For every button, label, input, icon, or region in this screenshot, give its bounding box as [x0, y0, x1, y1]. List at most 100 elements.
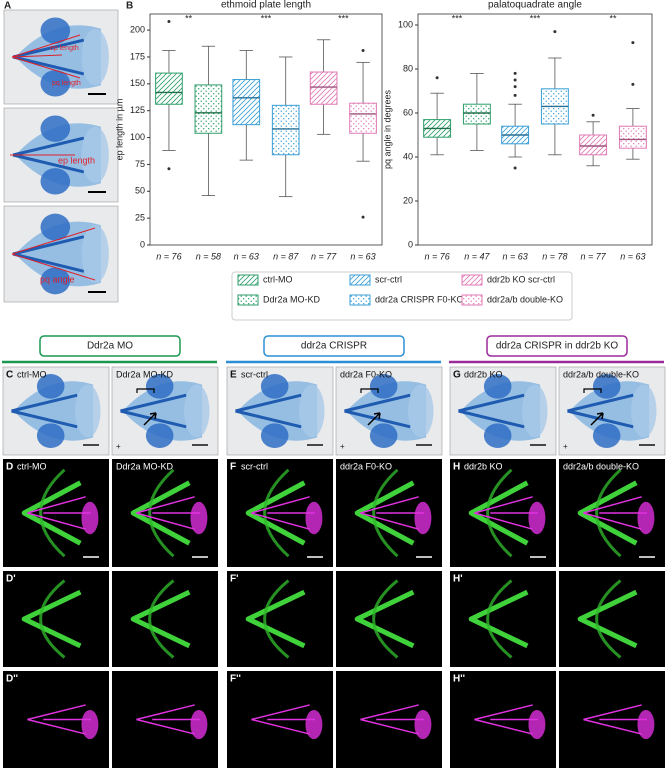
micrograph-tissue: [408, 384, 434, 438]
micrograph-tissue: [184, 384, 210, 438]
fluorescence-blob: [528, 709, 546, 740]
micrograph-eye: [369, 374, 398, 399]
outlier: [361, 215, 365, 219]
micrograph-pq: [458, 393, 525, 429]
group-header: [263, 335, 405, 357]
legend-label: ddr2b KO scr-ctrl: [487, 274, 555, 284]
chart-title: ethmoid plate length: [221, 0, 311, 11]
bracket: [583, 388, 602, 393]
fluorescence-bg: [112, 571, 218, 667]
legend-swatch: [237, 274, 259, 286]
y-tick-label: 0: [140, 239, 145, 249]
measure-line: [11, 34, 81, 79]
significance: **: [609, 13, 617, 23]
y-tick-label: 100: [130, 132, 145, 142]
n-label: n = 77: [580, 251, 606, 261]
measure-label: ep length: [58, 155, 95, 165]
y-tick-label: 50: [135, 186, 145, 196]
panel-a-image-pq: [12, 136, 85, 174]
measure-label: pq length: [52, 80, 81, 87]
image-caption: ctrl-MO: [17, 461, 47, 471]
panel-label: D': [6, 574, 16, 585]
n-label: n = 87: [273, 251, 299, 261]
outlier: [167, 167, 171, 171]
arrow: [143, 412, 157, 426]
image-caption: ddr2a F0-KO: [340, 369, 392, 379]
fluorescence-blob: [81, 501, 99, 535]
panel-a-image-eye: [40, 115, 71, 142]
n-label: n = 47: [464, 251, 490, 261]
fluorescence-blob: [190, 501, 208, 535]
panel-label: C: [6, 370, 13, 381]
fluorescence-blob: [305, 709, 323, 740]
group-header: [486, 335, 628, 357]
n-label: n = 58: [196, 251, 221, 261]
fluorescence-cartilage: [354, 589, 415, 649]
fluorescence-cartilage: [130, 480, 191, 546]
micrograph-eye: [145, 423, 174, 448]
fluorescence-cartilage: [39, 468, 66, 558]
micrograph-eye: [260, 423, 289, 448]
micrograph-pq: [120, 393, 187, 429]
fluorescence-cartilage: [21, 589, 82, 649]
fluorescence-blob: [414, 709, 432, 740]
image-caption: ddr2b KO: [464, 461, 503, 471]
bracket: [360, 388, 379, 393]
significance: ***: [530, 13, 541, 23]
outlier: [513, 71, 517, 75]
y-tick-label: 175: [130, 51, 145, 61]
panel-label: D'': [6, 674, 18, 685]
y-tick-label: 25: [135, 213, 145, 223]
image-caption: ddr2b KO: [464, 369, 503, 379]
fluorescence-blob: [305, 501, 323, 535]
legend-label: ctrl-MO: [263, 274, 293, 284]
fluorescence-cartilage: [148, 579, 175, 659]
outlier: [361, 49, 365, 53]
outlier: [513, 78, 517, 82]
box: [271, 104, 300, 156]
panel-label: G: [453, 370, 461, 381]
fluorescence-blob: [637, 501, 655, 535]
arrow: [367, 412, 381, 426]
outlier: [591, 113, 595, 117]
measure-line: [11, 227, 96, 281]
micrograph-pq: [11, 393, 78, 429]
n-label: n = 63: [234, 251, 259, 261]
outlier: [513, 166, 517, 170]
n-label: n = 76: [424, 251, 449, 261]
fluorescence-cartilage: [354, 480, 415, 546]
n-label: n = 76: [156, 251, 181, 261]
fluorescence-bg: [450, 571, 556, 667]
fluorescence-cartilage: [148, 468, 175, 558]
micrograph-pq: [344, 393, 411, 429]
fluorescence-cartilage: [263, 579, 290, 659]
n-label: n = 63: [620, 251, 645, 261]
fluorescence-cartilage: [245, 480, 306, 546]
measure-label: ep length: [50, 45, 79, 52]
fluorescence-bg: [227, 571, 333, 667]
fluorescence-cartilage: [263, 468, 290, 558]
n-label: n = 78: [542, 251, 567, 261]
panel-label: H: [453, 462, 460, 473]
micrograph-eye: [145, 374, 174, 399]
fluorescence-bg: [336, 571, 442, 667]
significance: ***: [261, 13, 272, 23]
box: [462, 103, 491, 125]
micrograph-eye: [592, 374, 621, 399]
legend-swatch: [349, 274, 371, 286]
panel-label: D: [6, 462, 13, 473]
chart-title: palatoquadrate angle: [488, 0, 582, 11]
image-caption: Ddr2a MO-KD: [116, 369, 174, 379]
panel-a-image-eye: [40, 168, 71, 195]
group-title: ddr2a CRISPR in ddr2b KO: [496, 341, 619, 352]
outlier: [435, 76, 439, 80]
group-header: [39, 335, 181, 357]
panel-a-image-eye: [40, 70, 71, 97]
micrograph-eye: [36, 374, 65, 399]
y-tick-label: 60: [403, 107, 413, 117]
group-title: ddr2a CRISPR: [301, 341, 367, 352]
panel-a-image-pq: [12, 235, 85, 273]
fluorescence-cartilage: [577, 589, 638, 649]
y-tick-label: 200: [130, 24, 145, 34]
